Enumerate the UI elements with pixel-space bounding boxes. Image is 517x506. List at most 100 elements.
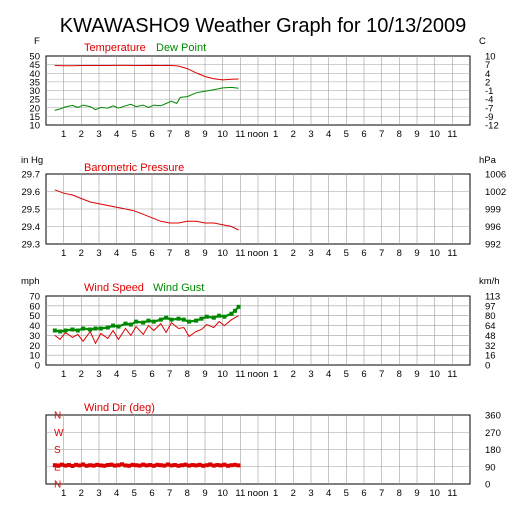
winddir-right-tick: 270	[485, 428, 501, 439]
wind-gust-point	[204, 314, 209, 319]
temperature-left-tick: 25	[29, 95, 40, 106]
wind-left-tick: 70	[29, 292, 40, 303]
pressure-x-tick: 6	[149, 248, 154, 259]
winddir-point	[176, 463, 181, 468]
winddir-point	[105, 463, 110, 468]
winddir-point	[137, 463, 142, 468]
winddir-left-tick: N	[54, 411, 61, 422]
winddir-x-tick: 2	[79, 488, 84, 499]
winddir-right-tick: 90	[485, 462, 496, 473]
wind-left-tick: 0	[35, 361, 40, 372]
wind-gust-point	[194, 318, 199, 323]
winddir-right-tick: 360	[485, 411, 501, 422]
winddir-point	[155, 462, 160, 467]
pressure-x-tick: 1	[273, 248, 278, 259]
wind-gust-point	[141, 320, 146, 325]
winddir-point	[204, 463, 209, 468]
wind-gust-point	[229, 311, 234, 316]
temperature-right-tick: 10	[485, 52, 496, 63]
winddir-left-tick: W	[54, 428, 64, 439]
temperature-x-tick: 9	[414, 129, 419, 140]
winddir-point	[74, 462, 79, 467]
temperature-x-tick: 6	[361, 129, 366, 140]
winddir-point	[197, 462, 202, 467]
temperature-x-tick: 5	[132, 129, 137, 140]
winddir-x-tick: 1	[273, 488, 278, 499]
pressure-x-tick: 8	[397, 248, 402, 259]
temperature-legend-1: Dew Point	[156, 42, 206, 54]
pressure-x-tick: 3	[96, 248, 101, 259]
wind-gust-point	[52, 328, 57, 333]
winddir-point	[116, 463, 121, 468]
pressure-x-tick: 7	[167, 248, 172, 259]
temperature-x-tick: 2	[79, 129, 84, 140]
wind-x-tick: 8	[397, 369, 402, 380]
winddir-point	[218, 463, 223, 468]
pressure-x-tick: 10	[429, 248, 440, 259]
winddir-point	[187, 463, 192, 468]
wind-gust-point	[146, 318, 151, 323]
winddir-point	[127, 463, 132, 468]
wind-x-tick: 8	[185, 369, 190, 380]
temperature-x-tick: 9	[202, 129, 207, 140]
temperature-left-tick: 15	[29, 112, 40, 123]
pressure-right-unit: hPa	[479, 155, 497, 166]
wind-gust-point	[88, 327, 93, 332]
wind-gust-point	[158, 317, 163, 322]
winddir-point	[180, 463, 185, 468]
wind-left-tick: 20	[29, 341, 40, 352]
winddir-point	[66, 463, 71, 468]
temperature-left-tick: 30	[29, 86, 40, 97]
wind-left-tick: 30	[29, 331, 40, 342]
pressure-right-tick: 996	[485, 222, 501, 233]
wind-x-tick: 9	[202, 369, 207, 380]
pressure-x-tick: 9	[202, 248, 207, 259]
wind-gust-point	[151, 319, 156, 324]
pressure-x-tick: 11	[447, 248, 457, 259]
temperature-right-tick: 4	[485, 69, 490, 80]
wind-x-tick: 9	[414, 369, 419, 380]
pressure-left-tick: 29.6	[22, 187, 41, 198]
pressure-left-tick: 29.5	[22, 205, 41, 216]
winddir-point	[102, 463, 107, 468]
wind-gust-point	[181, 317, 186, 322]
winddir-x-tick: 9	[202, 488, 207, 499]
wind-x-tick: 4	[114, 369, 119, 380]
wind-x-tick: 11	[447, 369, 457, 380]
pressure-legend-0: Barometric Pressure	[84, 162, 184, 174]
winddir-x-tick: 6	[361, 488, 366, 499]
winddir-point	[59, 462, 64, 467]
winddir-point	[208, 462, 213, 467]
temperature-x-tick: 8	[185, 129, 190, 140]
winddir-x-tick: 3	[96, 488, 101, 499]
temperature-right-tick: 7	[485, 60, 490, 71]
winddir-right-tick: 0	[485, 480, 490, 491]
temperature-x-tick: 11	[235, 129, 245, 140]
wind-left-tick: 40	[29, 321, 40, 332]
winddir-point	[169, 463, 174, 468]
pressure-x-tick: 4	[114, 248, 119, 259]
pressure-x-tick: 10	[217, 248, 228, 259]
winddir-x-tick: 8	[397, 488, 402, 499]
winddir-left-tick: S	[54, 445, 61, 456]
wind-gust-point	[199, 316, 204, 321]
temperature-x-tick: 3	[96, 129, 101, 140]
pressure-left-unit: in Hg	[21, 155, 43, 166]
temperature-x-tick: 4	[326, 129, 331, 140]
wind-gust-point	[81, 326, 86, 331]
temperature-x-tick: 3	[308, 129, 313, 140]
pressure-x-tick: 9	[414, 248, 419, 259]
temperature-x-tick: 2	[291, 129, 296, 140]
temperature-right-tick: -12	[485, 121, 499, 132]
temperature-right-tick: 2	[485, 77, 490, 88]
pressure-right-tick: 1006	[485, 170, 506, 181]
winddir-point	[148, 463, 153, 468]
wind-gust-point	[128, 322, 133, 327]
pressure-left-tick: 29.7	[22, 170, 41, 181]
wind-x-tick: 10	[217, 369, 228, 380]
winddir-point	[151, 463, 156, 468]
wind-gust-point	[222, 314, 227, 319]
temperature-x-tick: 10	[429, 129, 440, 140]
